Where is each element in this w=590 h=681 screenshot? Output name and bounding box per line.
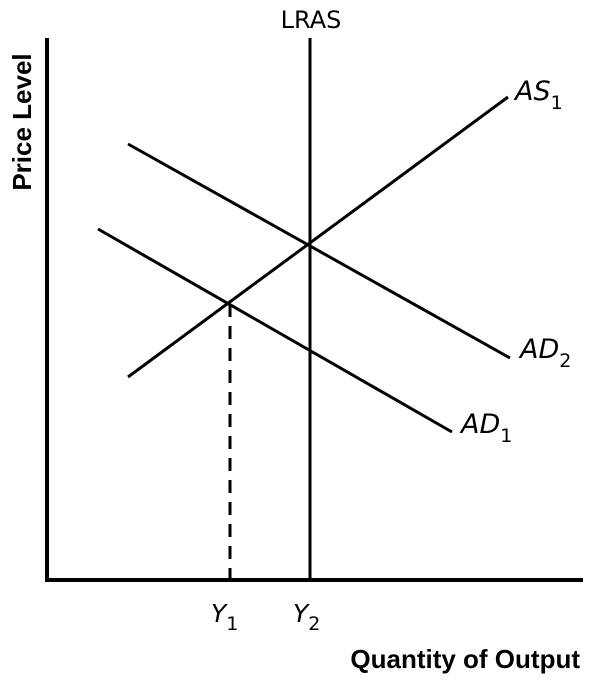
y-axis-title: Price Level xyxy=(7,53,37,190)
ad2-label: AD2 xyxy=(518,334,571,372)
y2-tick-label: Y2 xyxy=(293,599,320,635)
ad2-label-sub: 2 xyxy=(559,350,571,372)
x-axis-title: Quantity of Output xyxy=(350,644,580,674)
y1-tick-label: Y1 xyxy=(211,599,238,635)
as1-label: AS1 xyxy=(513,76,563,114)
as1-label-main: AS xyxy=(513,76,551,107)
y1-tick-sub: 1 xyxy=(226,613,238,635)
lras-label: LRAS xyxy=(281,6,342,34)
ad1-label: AD1 xyxy=(459,409,512,447)
ad1-label-main: AD xyxy=(459,409,500,440)
ad2-label-main: AD xyxy=(518,334,559,365)
y2-tick-main: Y xyxy=(293,599,310,628)
ad2-line xyxy=(127,142,511,360)
ad1-label-sub: 1 xyxy=(500,425,512,447)
y1-tick-main: Y xyxy=(211,599,228,628)
as1-line xyxy=(127,95,509,379)
y2-tick-sub: 2 xyxy=(308,613,320,635)
ad1-line xyxy=(97,227,453,434)
as1-label-sub: 1 xyxy=(551,92,563,114)
